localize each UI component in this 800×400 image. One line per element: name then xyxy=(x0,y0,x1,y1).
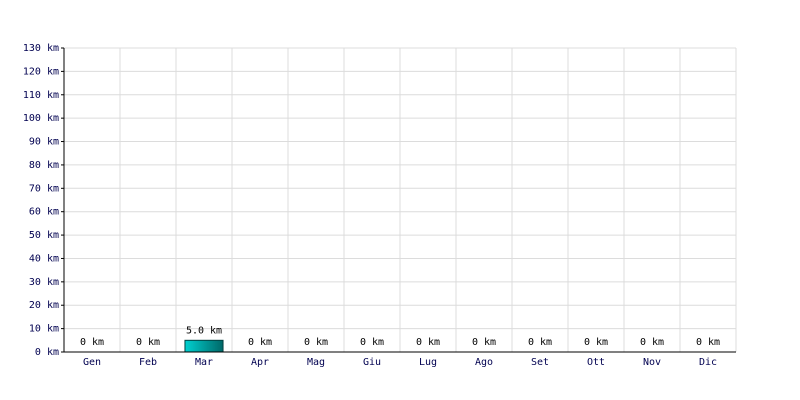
x-tick-label: Mar xyxy=(195,357,213,368)
value-label: 0 km xyxy=(80,337,104,348)
bar xyxy=(184,339,224,353)
x-tick-label: Ago xyxy=(475,357,493,368)
y-tick-label: 100 km xyxy=(23,113,59,124)
x-tick-label: Gen xyxy=(83,357,101,368)
y-tick-label: 0 km xyxy=(35,347,59,358)
y-tick-label: 130 km xyxy=(23,43,59,54)
value-label: 0 km xyxy=(696,337,720,348)
value-label: 0 km xyxy=(528,337,552,348)
x-tick-label: Mag xyxy=(307,357,325,368)
y-tick-label: 110 km xyxy=(23,90,59,101)
value-label: 0 km xyxy=(248,337,272,348)
x-tick-label: Dic xyxy=(699,357,717,368)
y-tick-label: 20 km xyxy=(29,300,59,311)
value-label: 0 km xyxy=(304,337,328,348)
value-label: 0 km xyxy=(416,337,440,348)
x-tick-label: Nov xyxy=(643,357,661,368)
x-tick-label: Set xyxy=(531,357,549,368)
value-label: 5.0 km xyxy=(186,325,222,336)
value-label: 0 km xyxy=(136,337,160,348)
y-tick-label: 90 km xyxy=(29,137,59,148)
value-label: 0 km xyxy=(472,337,496,348)
value-label: 0 km xyxy=(584,337,608,348)
x-tick-label: Ott xyxy=(587,357,605,368)
y-tick-label: 70 km xyxy=(29,183,59,194)
y-tick-label: 80 km xyxy=(29,160,59,171)
x-tick-label: Lug xyxy=(419,357,437,368)
y-tick-label: 10 km xyxy=(29,324,59,335)
x-tick-label: Apr xyxy=(251,357,269,368)
y-tick-label: 50 km xyxy=(29,230,59,241)
value-label: 0 km xyxy=(360,337,384,348)
x-tick-label: Feb xyxy=(139,357,157,368)
y-tick-label: 120 km xyxy=(23,66,59,77)
x-tick-label: Giu xyxy=(363,357,381,368)
value-label: 0 km xyxy=(640,337,664,348)
y-tick-label: 30 km xyxy=(29,277,59,288)
y-tick-label: 40 km xyxy=(29,253,59,264)
y-tick-label: 60 km xyxy=(29,207,59,218)
